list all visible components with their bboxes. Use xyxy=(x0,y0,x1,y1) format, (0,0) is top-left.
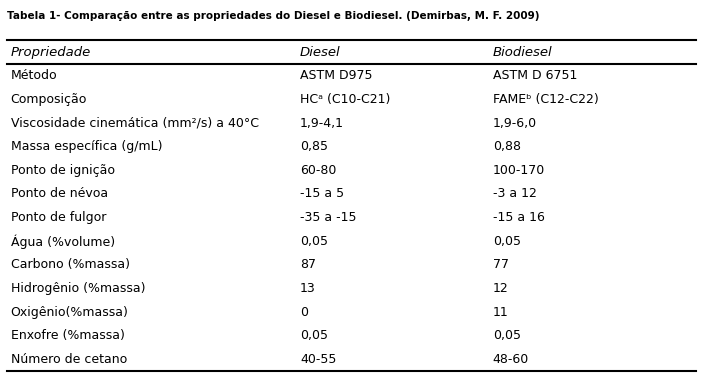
Text: Biodiesel: Biodiesel xyxy=(493,46,553,58)
Text: HCᵃ (C10-C21): HCᵃ (C10-C21) xyxy=(300,93,390,106)
Text: 40-55: 40-55 xyxy=(300,353,336,366)
Text: Ponto de fulgor: Ponto de fulgor xyxy=(11,211,106,224)
Text: 77: 77 xyxy=(493,258,509,272)
Text: Ponto de névoa: Ponto de névoa xyxy=(11,188,108,201)
Text: Viscosidade cinemática (mm²/s) a 40°C: Viscosidade cinemática (mm²/s) a 40°C xyxy=(11,117,259,130)
Text: Método: Método xyxy=(11,69,57,82)
Text: Ponto de ignição: Ponto de ignição xyxy=(11,164,115,177)
Text: FAMEᵇ (C12-C22): FAMEᵇ (C12-C22) xyxy=(493,93,598,106)
Text: Carbono (%massa): Carbono (%massa) xyxy=(11,258,129,272)
Text: Propriedade: Propriedade xyxy=(11,46,91,58)
Text: Número de cetano: Número de cetano xyxy=(11,353,127,366)
Text: 0,88: 0,88 xyxy=(493,140,521,153)
Text: 0,05: 0,05 xyxy=(300,329,328,342)
Text: Tabela 1- Comparação entre as propriedades do Diesel e Biodiesel. (Demirbas, M. : Tabela 1- Comparação entre as propriedad… xyxy=(7,11,539,21)
Text: 0,05: 0,05 xyxy=(493,235,521,248)
Text: Diesel: Diesel xyxy=(300,46,340,58)
Text: 0: 0 xyxy=(300,306,308,319)
Text: 1,9-4,1: 1,9-4,1 xyxy=(300,117,344,130)
Text: Enxofre (%massa): Enxofre (%massa) xyxy=(11,329,124,342)
Text: Hidrogênio (%massa): Hidrogênio (%massa) xyxy=(11,282,145,295)
Text: 12: 12 xyxy=(493,282,508,295)
Text: -3 a 12: -3 a 12 xyxy=(493,188,536,201)
Text: Oxigênio(%massa): Oxigênio(%massa) xyxy=(11,306,129,319)
Text: 13: 13 xyxy=(300,282,316,295)
Text: 87: 87 xyxy=(300,258,316,272)
Text: 0,05: 0,05 xyxy=(300,235,328,248)
Text: ASTM D975: ASTM D975 xyxy=(300,69,373,82)
Text: 60-80: 60-80 xyxy=(300,164,336,177)
Text: 100-170: 100-170 xyxy=(493,164,545,177)
Text: Composição: Composição xyxy=(11,93,87,106)
Text: Massa específica (g/mL): Massa específica (g/mL) xyxy=(11,140,162,153)
Text: -15 a 16: -15 a 16 xyxy=(493,211,545,224)
Text: -35 a -15: -35 a -15 xyxy=(300,211,356,224)
Text: -15 a 5: -15 a 5 xyxy=(300,188,344,201)
Text: 11: 11 xyxy=(493,306,508,319)
Text: Água (%volume): Água (%volume) xyxy=(11,234,115,249)
Text: 0,05: 0,05 xyxy=(493,329,521,342)
Text: 48-60: 48-60 xyxy=(493,353,529,366)
Text: ASTM D 6751: ASTM D 6751 xyxy=(493,69,577,82)
Text: 1,9-6,0: 1,9-6,0 xyxy=(493,117,537,130)
Text: 0,85: 0,85 xyxy=(300,140,328,153)
